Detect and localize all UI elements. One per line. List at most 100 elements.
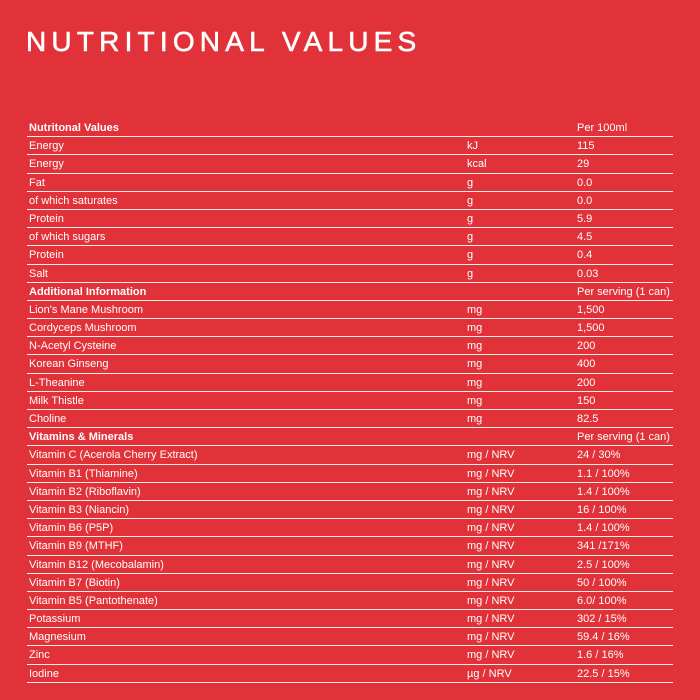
amount: 1,500 — [577, 322, 605, 335]
table-row: Potassium mg / NRV 302 / 15% — [27, 610, 673, 629]
table-row: Magnesium mg / NRV 59.4 / 16% — [27, 628, 673, 647]
table-row: Vitamin B5 (Pantothenate) mg / NRV 6.0/ 10… — [27, 592, 673, 611]
table-row: Vitamin B1 (Thiamine) mg / NRV 1.1 / 100% — [27, 465, 673, 483]
table-row: N-Acetyl Cysteine mg 200 — [27, 337, 673, 356]
table-row: Energy kJ 115 — [27, 137, 673, 156]
amount: 82.5 — [577, 413, 599, 425]
nutrient: Vitamin B7 (Biotin) — [29, 576, 120, 589]
nutrition-table: Nutritonal Values Per 100ml Energy kJ 115 Ene… — [27, 119, 673, 683]
nutrient: N-Acetyl Cysteine — [29, 340, 117, 353]
amount: 50 / 100% — [577, 576, 627, 589]
unit: kJ — [467, 140, 478, 153]
section-header: Additional Information Per serving (1 can… — [27, 283, 673, 301]
nutrient: Protein — [29, 212, 64, 225]
nutrient: Vitamin B5 (Pantothenate) — [29, 594, 158, 607]
unit: µg / NRV — [467, 667, 512, 680]
table-row: Vitamin B7 (Biotin) mg / NRV 50 / 100% — [27, 574, 673, 592]
nutrient: Vitamin B2 (Riboflavin) — [29, 485, 141, 498]
unit: mg / NRV — [467, 503, 515, 516]
table-row: Cordyceps Mushroom mg 1,500 — [27, 319, 673, 338]
table-row: Salt g 0.03 — [27, 265, 673, 283]
amount: 1.1 / 100% — [577, 467, 630, 480]
nutrient: Lion's Mane Mushroom — [29, 303, 143, 316]
table-row: of which saturates g 0.0 — [27, 192, 673, 210]
unit: mg / NRV — [467, 467, 515, 480]
table-row: Energy kcal 29 — [27, 155, 673, 174]
unit: mg — [467, 322, 483, 335]
amount: 24 / 30% — [577, 449, 621, 462]
amount: 200 — [577, 376, 596, 389]
unit: mg / NRV — [467, 558, 515, 571]
nutrient: Choline — [29, 413, 67, 425]
unit: g — [467, 249, 474, 262]
table-row: Choline mg 82.5 — [27, 410, 673, 429]
amount: 0.4 — [577, 249, 593, 262]
nutrient: Vitamin B3 (Niancin) — [29, 503, 130, 516]
nutrient: Vitamin C (Acerola Cherry Extract) — [29, 449, 198, 462]
nutrient: Zinc — [29, 649, 50, 662]
table-row: Vitamin B3 (Niancin) mg / NRV 16 / 100% — [27, 501, 673, 520]
unit: mg / NRV — [467, 540, 515, 553]
column-heading: Per serving (1 can) — [577, 285, 670, 298]
nutrient: Magnesium — [29, 631, 86, 644]
unit: g — [467, 194, 474, 207]
title: NUTRITIONAL VALUES — [26, 26, 422, 58]
nutrient: Energy — [29, 158, 64, 171]
amount: 1.6 / 16% — [577, 649, 624, 662]
nutrient: Potassium — [29, 613, 81, 626]
amount: 6.0/ 100% — [577, 594, 627, 607]
nutrient: Korean Ginseng — [29, 358, 109, 371]
table-row: Vitamin C (Acerola Cherry Extract) mg / N… — [27, 446, 673, 465]
amount: 0.03 — [577, 267, 599, 280]
table-row: of which sugars g 4.5 — [27, 228, 673, 247]
unit: mg / NRV — [467, 576, 515, 589]
table-row: Fat g 0.0 — [27, 174, 673, 192]
nutrient: of which sugars — [29, 231, 106, 244]
nutrient: L-Theanine — [29, 376, 85, 389]
amount: 115 — [577, 140, 595, 153]
nutrient: Energy — [29, 140, 64, 153]
unit: mg / NRV — [467, 449, 515, 462]
nutrient: of which saturates — [29, 194, 118, 207]
table-row: Vitamin B12 (Mecobalamin) mg / NRV 2.5 / 1… — [27, 556, 673, 574]
unit: mg — [467, 413, 483, 425]
amount: 150 — [577, 394, 596, 407]
unit: mg / NRV — [467, 594, 515, 607]
table-row: L-Theanine mg 200 — [27, 374, 673, 392]
column-heading: Per serving (1 can) — [577, 431, 670, 444]
amount: 16 / 100% — [577, 503, 627, 516]
nutrient: Vitamin B9 (MTHF) — [29, 540, 123, 553]
nutrient: Iodine — [29, 667, 59, 680]
unit: mg / NRV — [467, 613, 515, 626]
amount: 0.0 — [577, 194, 593, 207]
section-header: Vitamins & Minerals Per serving (1 can) — [27, 428, 673, 447]
table-row: Lion's Mane Mushroom mg 1,500 — [27, 301, 673, 320]
amount: 5.9 — [577, 212, 593, 225]
unit: mg / NRV — [467, 485, 515, 498]
unit: g — [467, 231, 474, 244]
amount: 1.4 / 100% — [577, 485, 630, 498]
nutrient: Vitamin B12 (Mecobalamin) — [29, 558, 164, 571]
unit: g — [467, 212, 474, 225]
amount: 1.4 / 100% — [577, 522, 630, 535]
amount: 341 /171% — [577, 540, 630, 553]
unit: g — [467, 176, 474, 189]
table-row: Protein g 5.9 — [27, 210, 673, 229]
nutrient: Vitamin B6 (P5P) — [29, 522, 114, 535]
nutrient: Vitamin B1 (Thiamine) — [29, 467, 138, 480]
unit: mg / NRV — [467, 649, 515, 662]
table-row: Vitamin B2 (Riboflavin) mg / NRV 1.4 / 100… — [27, 483, 673, 501]
unit: mg / NRV — [467, 631, 515, 644]
section-title: Nutritonal Values — [29, 122, 119, 134]
nutrient: Cordyceps Mushroom — [29, 322, 137, 335]
table-row: Vitamin B6 (P5P) mg / NRV 1.4 / 100% — [27, 519, 673, 538]
nutrient: Fat — [29, 176, 45, 189]
section-header: Nutritonal Values Per 100ml — [27, 119, 673, 138]
table-row: Milk Thistle mg 150 — [27, 392, 673, 410]
table-row: Zinc mg / NRV 1.6 / 16% — [27, 646, 673, 665]
amount: 400 — [577, 358, 596, 371]
unit: mg — [467, 394, 483, 407]
table-row: Vitamin B9 (MTHF) mg / NRV 341 /171% — [27, 537, 673, 556]
table-row: Protein g 0.4 — [27, 246, 673, 265]
